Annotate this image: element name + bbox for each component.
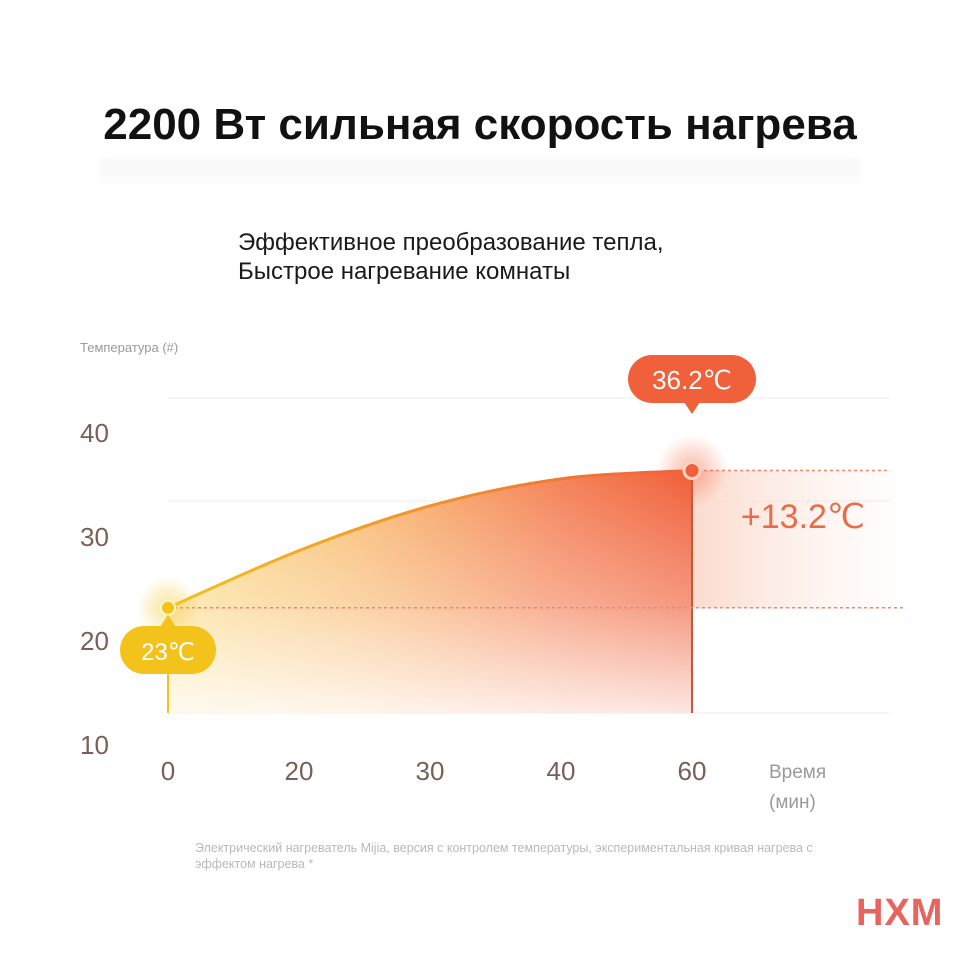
x-axis-label-line-1: Время bbox=[769, 762, 827, 783]
x-axis-label: Время (мин) bbox=[769, 758, 826, 818]
subtitle: Эффективное преобразование тепла, Быстро… bbox=[238, 228, 664, 286]
x-tick-label: 20 bbox=[285, 756, 314, 786]
y-tick-labels: 40 30 20 10 bbox=[80, 418, 109, 760]
end-point bbox=[682, 461, 702, 481]
title-reflection bbox=[100, 160, 860, 190]
y-tick-label: 30 bbox=[80, 522, 109, 552]
footnote: Электрический нагреватель Mijia, версия … bbox=[195, 841, 813, 871]
end-callout: 36.2℃ bbox=[628, 355, 756, 414]
delta-band bbox=[692, 470, 910, 608]
y-tick-label: 10 bbox=[80, 730, 109, 760]
start-callout-pointer bbox=[160, 615, 176, 627]
subtitle-line-2: Быстрое нагревание комнаты bbox=[238, 258, 571, 285]
subtitle-line-1: Эффективное преобразование тепла, bbox=[238, 229, 664, 256]
end-label: 36.2℃ bbox=[652, 365, 732, 395]
y-axis-label: Температура (#) bbox=[80, 340, 179, 355]
delta-label: +13.2℃ bbox=[741, 498, 865, 536]
start-callout-bubble bbox=[120, 626, 216, 674]
x-tick-label: 30 bbox=[416, 756, 445, 786]
x-tick-label: 0 bbox=[161, 756, 175, 786]
temperature-curve bbox=[167, 469, 693, 610]
x-tick-label: 60 bbox=[678, 756, 707, 786]
area-fade bbox=[168, 470, 692, 713]
y-tick-label: 20 bbox=[80, 626, 109, 656]
end-callout-bubble bbox=[628, 355, 756, 403]
x-tick-label: 40 bbox=[547, 756, 576, 786]
y-tick-label: 40 bbox=[80, 418, 109, 448]
x-tick-labels: 0 20 30 40 60 bbox=[161, 756, 707, 786]
end-callout-pointer bbox=[684, 402, 700, 414]
page-title: 2200 Вт сильная скорость нагрева bbox=[103, 100, 857, 149]
hxm-watermark: HXM bbox=[856, 892, 944, 934]
start-label: 23℃ bbox=[141, 639, 195, 666]
start-point bbox=[160, 599, 176, 616]
x-axis-label-line-2: (мин) bbox=[769, 792, 816, 813]
start-callout: 23℃ bbox=[120, 615, 216, 674]
